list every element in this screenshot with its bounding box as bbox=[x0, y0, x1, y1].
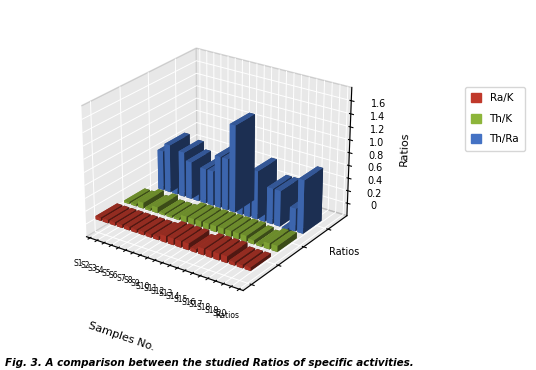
Text: Fig. 3. A comparison between the studied Ratios of specific activities.: Fig. 3. A comparison between the studied… bbox=[5, 358, 414, 368]
X-axis label: Samples No.: Samples No. bbox=[87, 320, 156, 352]
Legend: Ra/K, Th/K, Th/Ra: Ra/K, Th/K, Th/Ra bbox=[465, 87, 525, 151]
